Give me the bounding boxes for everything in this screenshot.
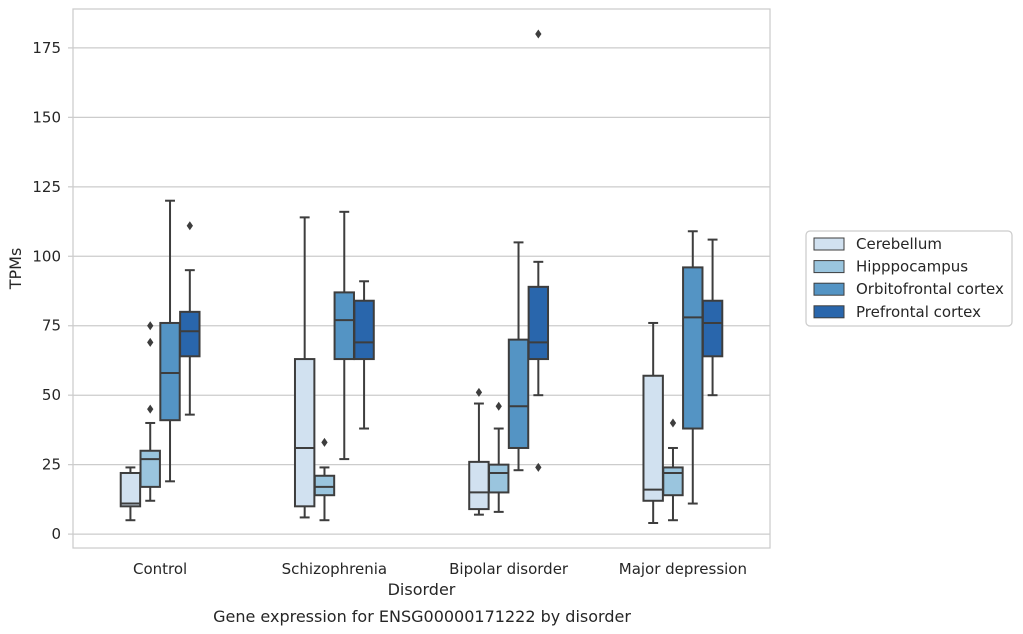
box-iqr — [119, 471, 142, 508]
outlier-point — [535, 29, 542, 39]
outlier-point — [147, 404, 154, 414]
box-prefrontal-cortex — [179, 221, 201, 416]
box-prefrontal-cortex — [527, 29, 550, 472]
legend-frame — [805, 230, 1013, 327]
box-prefrontal-cortex — [353, 280, 375, 430]
box-iqr — [139, 449, 161, 488]
x-axis-label: Disorder — [388, 580, 456, 599]
box-iqr — [662, 466, 684, 497]
plot-frame — [72, 8, 771, 549]
y-tick-label: 50 — [42, 386, 61, 404]
y-tick-label: 175 — [32, 39, 61, 57]
legend-label: Orbitofrontal cortex — [856, 280, 1004, 298]
y-tick-label: 0 — [51, 525, 61, 543]
legend-swatch — [813, 305, 845, 319]
y-tick-label: 75 — [42, 317, 61, 335]
y-tick-label: 150 — [32, 108, 61, 126]
outlier-point — [321, 437, 328, 447]
box-hipppocampus — [139, 321, 161, 502]
legend-label: Prefrontal cortex — [856, 303, 981, 321]
legend-swatch — [813, 260, 845, 274]
y-tick-label: 125 — [32, 178, 61, 196]
chart-caption: Gene expression for ENSG00000171222 by d… — [213, 607, 631, 626]
box-orbitofrontal-cortex — [159, 199, 181, 483]
y-tick-label: 100 — [32, 247, 61, 265]
outlier-point — [669, 418, 677, 428]
box-orbitofrontal-cortex — [333, 210, 355, 461]
box-prefrontal-cortex — [701, 238, 724, 397]
box-hipppocampus — [313, 437, 336, 522]
box-cerebellum — [468, 387, 490, 516]
box-iqr — [293, 358, 316, 508]
box-cerebellum — [119, 466, 142, 522]
outlier-point — [535, 462, 542, 472]
box-iqr — [488, 463, 510, 494]
box-iqr — [701, 299, 724, 358]
outlier-point — [495, 401, 502, 411]
box-orbitofrontal-cortex — [507, 241, 530, 472]
legend: Cerebellum Hipppocampus Orbitofrontal cort… — [805, 230, 1013, 327]
x-tick-label: Major depression — [619, 560, 747, 578]
box-hipppocampus — [662, 418, 684, 522]
box-iqr — [507, 338, 530, 449]
legend-swatch — [813, 237, 845, 251]
x-tick-label: Control — [133, 560, 187, 578]
box-iqr — [313, 474, 336, 497]
box-orbitofrontal-cortex — [682, 230, 704, 505]
outlier-point — [475, 387, 483, 397]
x-tick-label: Bipolar disorder — [449, 560, 569, 578]
box-iqr — [682, 266, 704, 430]
box-plots — [119, 29, 724, 524]
box-iqr — [159, 321, 181, 422]
x-tick-label: Schizophrenia — [282, 560, 387, 578]
box-iqr — [179, 310, 201, 358]
outlier-point — [147, 337, 154, 347]
legend-label: Cerebellum — [856, 235, 942, 253]
legend-label: Hipppocampus — [856, 258, 968, 276]
outlier-point — [147, 321, 154, 331]
box-cerebellum — [293, 216, 316, 519]
x-axis-ticks: Control Schizophrenia Bipolar disorder Majo… — [133, 560, 747, 578]
outlier-point — [186, 221, 193, 231]
box-iqr — [353, 299, 375, 361]
y-tick-label: 25 — [42, 456, 61, 474]
box-hipppocampus — [488, 401, 510, 513]
box-iqr — [333, 291, 355, 361]
y-axis-ticks: 0 25 50 75 100 125 150 175 — [32, 39, 73, 543]
box-cerebellum — [642, 321, 664, 524]
box-iqr — [468, 460, 490, 511]
box-iqr — [642, 374, 664, 502]
legend-swatch — [813, 282, 845, 296]
grid-lines — [73, 47, 770, 535]
box-iqr — [527, 285, 550, 361]
y-axis-label: TPMs — [6, 248, 25, 291]
